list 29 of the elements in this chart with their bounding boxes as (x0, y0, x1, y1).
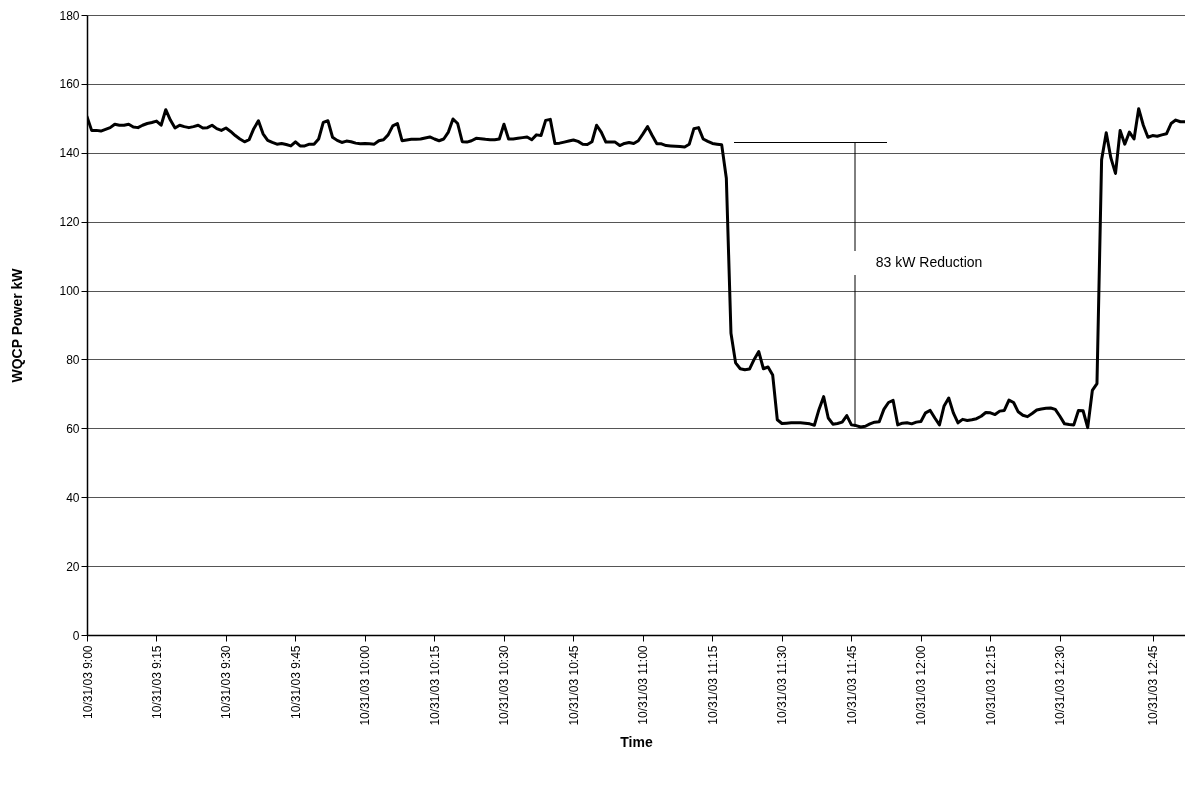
y-axis-title: WQCP Power kW (9, 267, 26, 383)
y-tick-label: 160 (59, 77, 80, 92)
x-axis-title: Time (620, 733, 653, 750)
x-tick-label: 10/31/03 11:15 (705, 645, 720, 725)
y-tick-label: 20 (66, 559, 80, 574)
x-tick-label: 10/31/03 11:00 (636, 645, 651, 725)
y-tick-label: 100 (59, 284, 80, 299)
x-tick-label: 10/31/03 10:00 (358, 645, 373, 726)
x-tick-label: 10/31/03 11:45 (844, 645, 859, 725)
x-tick-label: 10/31/03 12:30 (1053, 645, 1068, 726)
x-tick-label: 10/31/03 12:00 (914, 645, 929, 726)
x-tick-label: 10/31/03 9:15 (149, 645, 164, 719)
y-tick-label: 180 (59, 8, 80, 23)
y-tick-label: 40 (66, 490, 80, 505)
x-tick-label: 10/31/03 9:30 (219, 645, 234, 719)
x-tick-label: 10/31/03 11:30 (775, 645, 790, 725)
x-tick-label: 10/31/03 10:15 (427, 645, 442, 726)
x-tick-label: 10/31/03 9:00 (80, 645, 95, 719)
x-tick-label: 10/31/03 12:15 (983, 645, 998, 726)
y-tick-label: 80 (66, 352, 80, 367)
y-tick-label: 140 (59, 146, 80, 161)
x-tick-label: 10/31/03 10:45 (566, 645, 581, 726)
x-tick-label: 10/31/03 9:45 (288, 645, 303, 719)
y-tick-label: 60 (66, 421, 80, 436)
y-tick-label: 120 (59, 215, 80, 230)
x-tick-label: 10/31/03 10:30 (497, 645, 512, 726)
x-tick-label: 10/31/03 12:45 (1146, 645, 1161, 726)
annotation: 83 kW Reduction (875, 254, 983, 270)
y-tick-label: 0 (72, 628, 80, 643)
